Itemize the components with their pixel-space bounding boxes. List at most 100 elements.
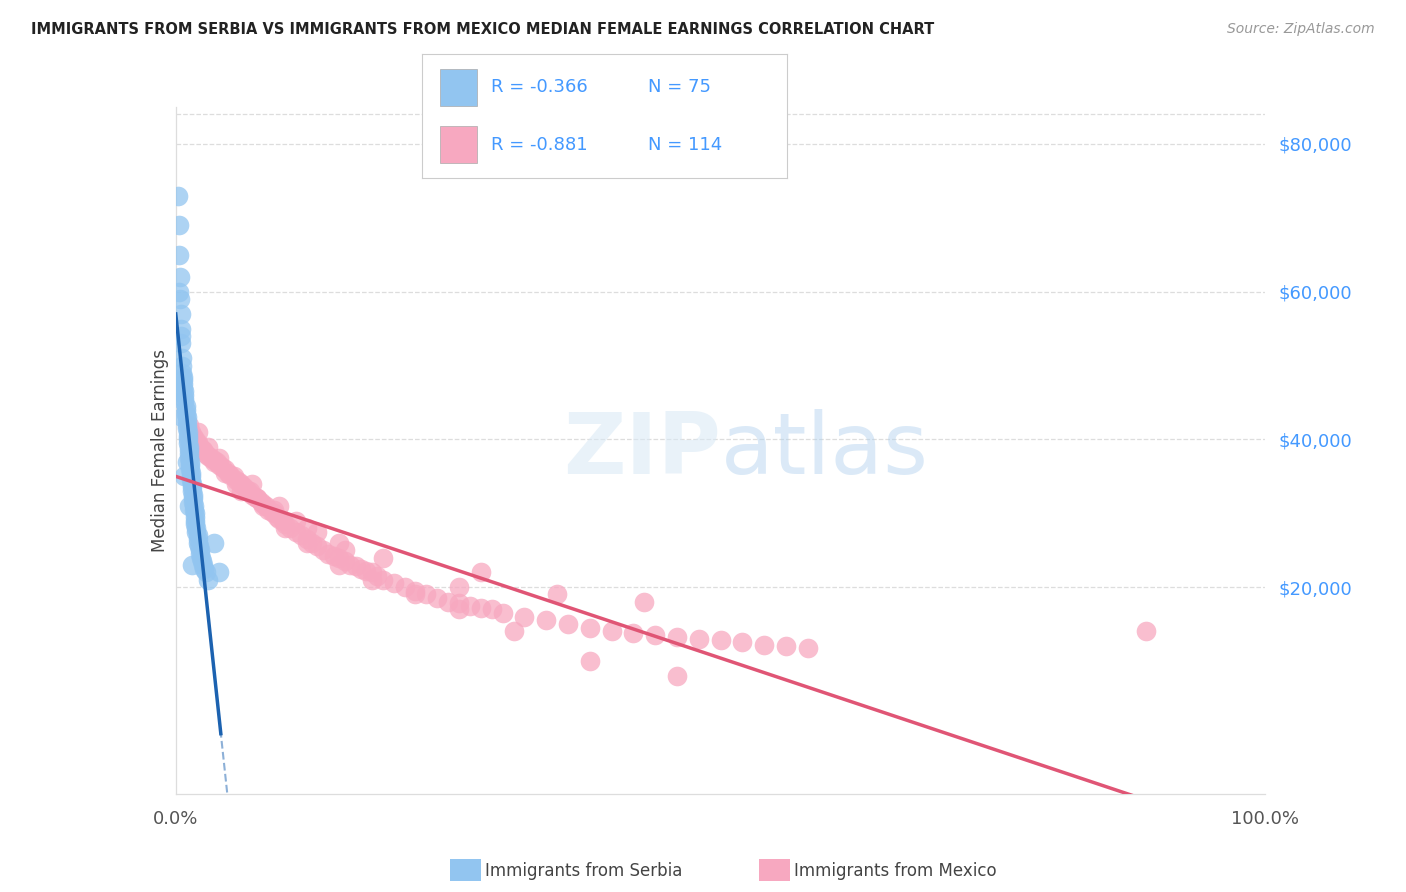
Point xyxy=(225,476,247,491)
Point xyxy=(191,558,214,572)
Point xyxy=(235,484,257,499)
Text: Source: ZipAtlas.com: Source: ZipAtlas.com xyxy=(1227,22,1375,37)
Point xyxy=(172,373,194,387)
Point xyxy=(202,535,225,549)
Point xyxy=(197,440,219,454)
Point xyxy=(186,524,208,539)
Point xyxy=(176,414,198,428)
Point xyxy=(176,454,198,468)
Point xyxy=(579,654,602,668)
Point xyxy=(174,407,197,421)
Point xyxy=(366,569,388,583)
Point xyxy=(240,488,263,502)
Point xyxy=(193,561,215,575)
Point xyxy=(205,454,228,468)
Point xyxy=(731,635,754,649)
Point xyxy=(181,480,204,494)
Point xyxy=(188,440,211,454)
Point xyxy=(177,440,200,454)
Point xyxy=(295,532,318,546)
Point xyxy=(371,573,394,587)
Point xyxy=(167,218,190,232)
Point xyxy=(197,573,219,587)
Point xyxy=(246,491,269,506)
Point xyxy=(502,624,524,639)
Text: IMMIGRANTS FROM SERBIA VS IMMIGRANTS FROM MEXICO MEDIAN FEMALE EARNINGS CORRELAT: IMMIGRANTS FROM SERBIA VS IMMIGRANTS FRO… xyxy=(31,22,934,37)
Point xyxy=(246,491,269,506)
Point xyxy=(274,517,297,532)
Point xyxy=(252,499,274,513)
Point xyxy=(186,535,209,549)
Point xyxy=(177,450,200,465)
Point xyxy=(176,417,198,432)
Point xyxy=(245,490,267,504)
Point xyxy=(186,528,209,542)
Point xyxy=(190,550,212,565)
Point xyxy=(344,559,367,574)
Point xyxy=(173,384,195,399)
Point xyxy=(254,499,277,513)
Point xyxy=(492,606,515,620)
Point xyxy=(173,469,195,483)
Point xyxy=(754,638,776,652)
Point xyxy=(183,502,205,516)
Point xyxy=(177,443,200,458)
Point xyxy=(217,466,239,480)
Point xyxy=(557,617,579,632)
Point xyxy=(481,602,503,616)
Point xyxy=(360,566,382,580)
Point xyxy=(219,467,242,482)
Text: R = -0.881: R = -0.881 xyxy=(491,136,588,153)
Point xyxy=(235,483,257,497)
Point xyxy=(191,554,214,568)
Point xyxy=(271,514,294,528)
Point xyxy=(405,587,427,601)
Point xyxy=(170,321,193,335)
Point xyxy=(437,595,460,609)
Point xyxy=(184,517,207,532)
Point xyxy=(295,535,318,549)
Point xyxy=(172,366,194,380)
Point xyxy=(172,359,194,373)
Bar xyxy=(440,69,477,106)
Point xyxy=(252,497,274,511)
Point xyxy=(202,454,225,468)
Text: Immigrants from Serbia: Immigrants from Serbia xyxy=(485,862,682,880)
Point xyxy=(426,591,449,606)
Point xyxy=(382,576,405,591)
Point xyxy=(278,521,301,535)
Point xyxy=(181,476,204,491)
Point xyxy=(172,351,194,366)
Point xyxy=(222,469,245,483)
Point xyxy=(202,453,225,467)
Point xyxy=(447,580,470,594)
Point xyxy=(186,436,209,450)
Point xyxy=(356,564,378,578)
Point xyxy=(186,425,209,439)
Point xyxy=(172,410,194,425)
Point xyxy=(239,484,262,499)
Point xyxy=(174,399,197,413)
Point xyxy=(188,543,211,558)
Point xyxy=(328,535,350,549)
Point xyxy=(621,626,644,640)
Point xyxy=(470,566,492,580)
Point xyxy=(301,535,323,549)
Point xyxy=(371,550,394,565)
Point xyxy=(169,269,191,284)
Point xyxy=(181,428,204,442)
Point xyxy=(269,512,291,526)
Point xyxy=(274,521,297,535)
Point xyxy=(1135,624,1157,639)
Point xyxy=(447,602,470,616)
Point xyxy=(200,450,222,465)
Point xyxy=(214,462,236,476)
Point xyxy=(195,447,218,461)
Point xyxy=(260,505,283,519)
Point xyxy=(184,510,207,524)
Point xyxy=(513,609,536,624)
Point xyxy=(688,632,710,646)
Point xyxy=(231,476,253,491)
Point xyxy=(228,475,250,490)
Point xyxy=(644,628,666,642)
